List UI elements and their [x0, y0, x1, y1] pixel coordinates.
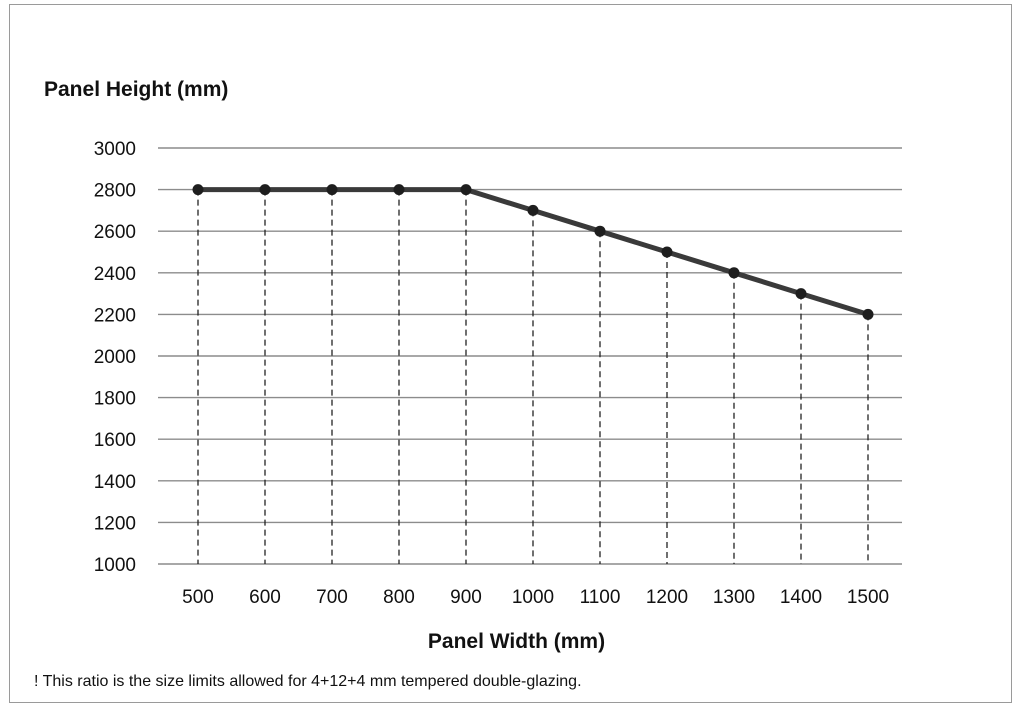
y-tick-label: 3000 [94, 139, 136, 160]
x-tick-label: 1300 [713, 587, 755, 608]
x-tick-label: 1200 [646, 587, 688, 608]
data-point [862, 308, 874, 320]
x-tick-label: 600 [249, 587, 281, 608]
grid-lines [158, 147, 902, 565]
x-tick-label: 1400 [780, 587, 822, 608]
x-axis-label: Panel Width (mm) [427, 630, 606, 653]
drop-lines [197, 189, 869, 564]
y-tick-label: 2000 [94, 347, 136, 368]
x-tick-label: 900 [450, 587, 482, 608]
data-point [527, 204, 539, 216]
data-points [192, 184, 874, 320]
y-tick-label: 1600 [94, 430, 136, 451]
data-point [795, 288, 807, 300]
y-axis-label: Panel Height (mm) [44, 78, 229, 101]
y-tick-labels: 1000 1200 1400 1600 1800 2000 2200 2400 2600 2800… [94, 139, 136, 576]
data-point [460, 184, 472, 196]
data-point [594, 225, 606, 237]
y-tick-label: 1400 [94, 472, 136, 493]
data-point [259, 184, 271, 196]
x-tick-label: 1500 [847, 587, 889, 608]
data-point [393, 184, 405, 196]
data-point [192, 184, 204, 196]
y-tick-label: 2200 [94, 305, 136, 326]
x-tick-label: 800 [383, 587, 415, 608]
y-tick-label: 1200 [94, 513, 136, 534]
y-tick-label: 2800 [94, 181, 136, 202]
x-tick-label: 700 [316, 587, 348, 608]
footnote: ! This ratio is the size limits allowed … [34, 673, 582, 690]
x-tick-label: 1100 [580, 587, 621, 608]
x-tick-label: 500 [182, 587, 214, 608]
data-point [728, 267, 740, 279]
y-tick-label: 2600 [94, 222, 136, 243]
x-tick-labels: 500 600 700 800 900 1000 1100 1200 1300 1400 1500 [182, 587, 889, 608]
y-tick-label: 2400 [94, 264, 136, 285]
x-tick-label: 1000 [512, 587, 554, 608]
chart-frame [9, 4, 1012, 703]
y-tick-label: 1000 [94, 555, 136, 576]
y-tick-label: 1800 [94, 389, 136, 410]
data-point [326, 184, 338, 196]
data-point [661, 246, 673, 258]
